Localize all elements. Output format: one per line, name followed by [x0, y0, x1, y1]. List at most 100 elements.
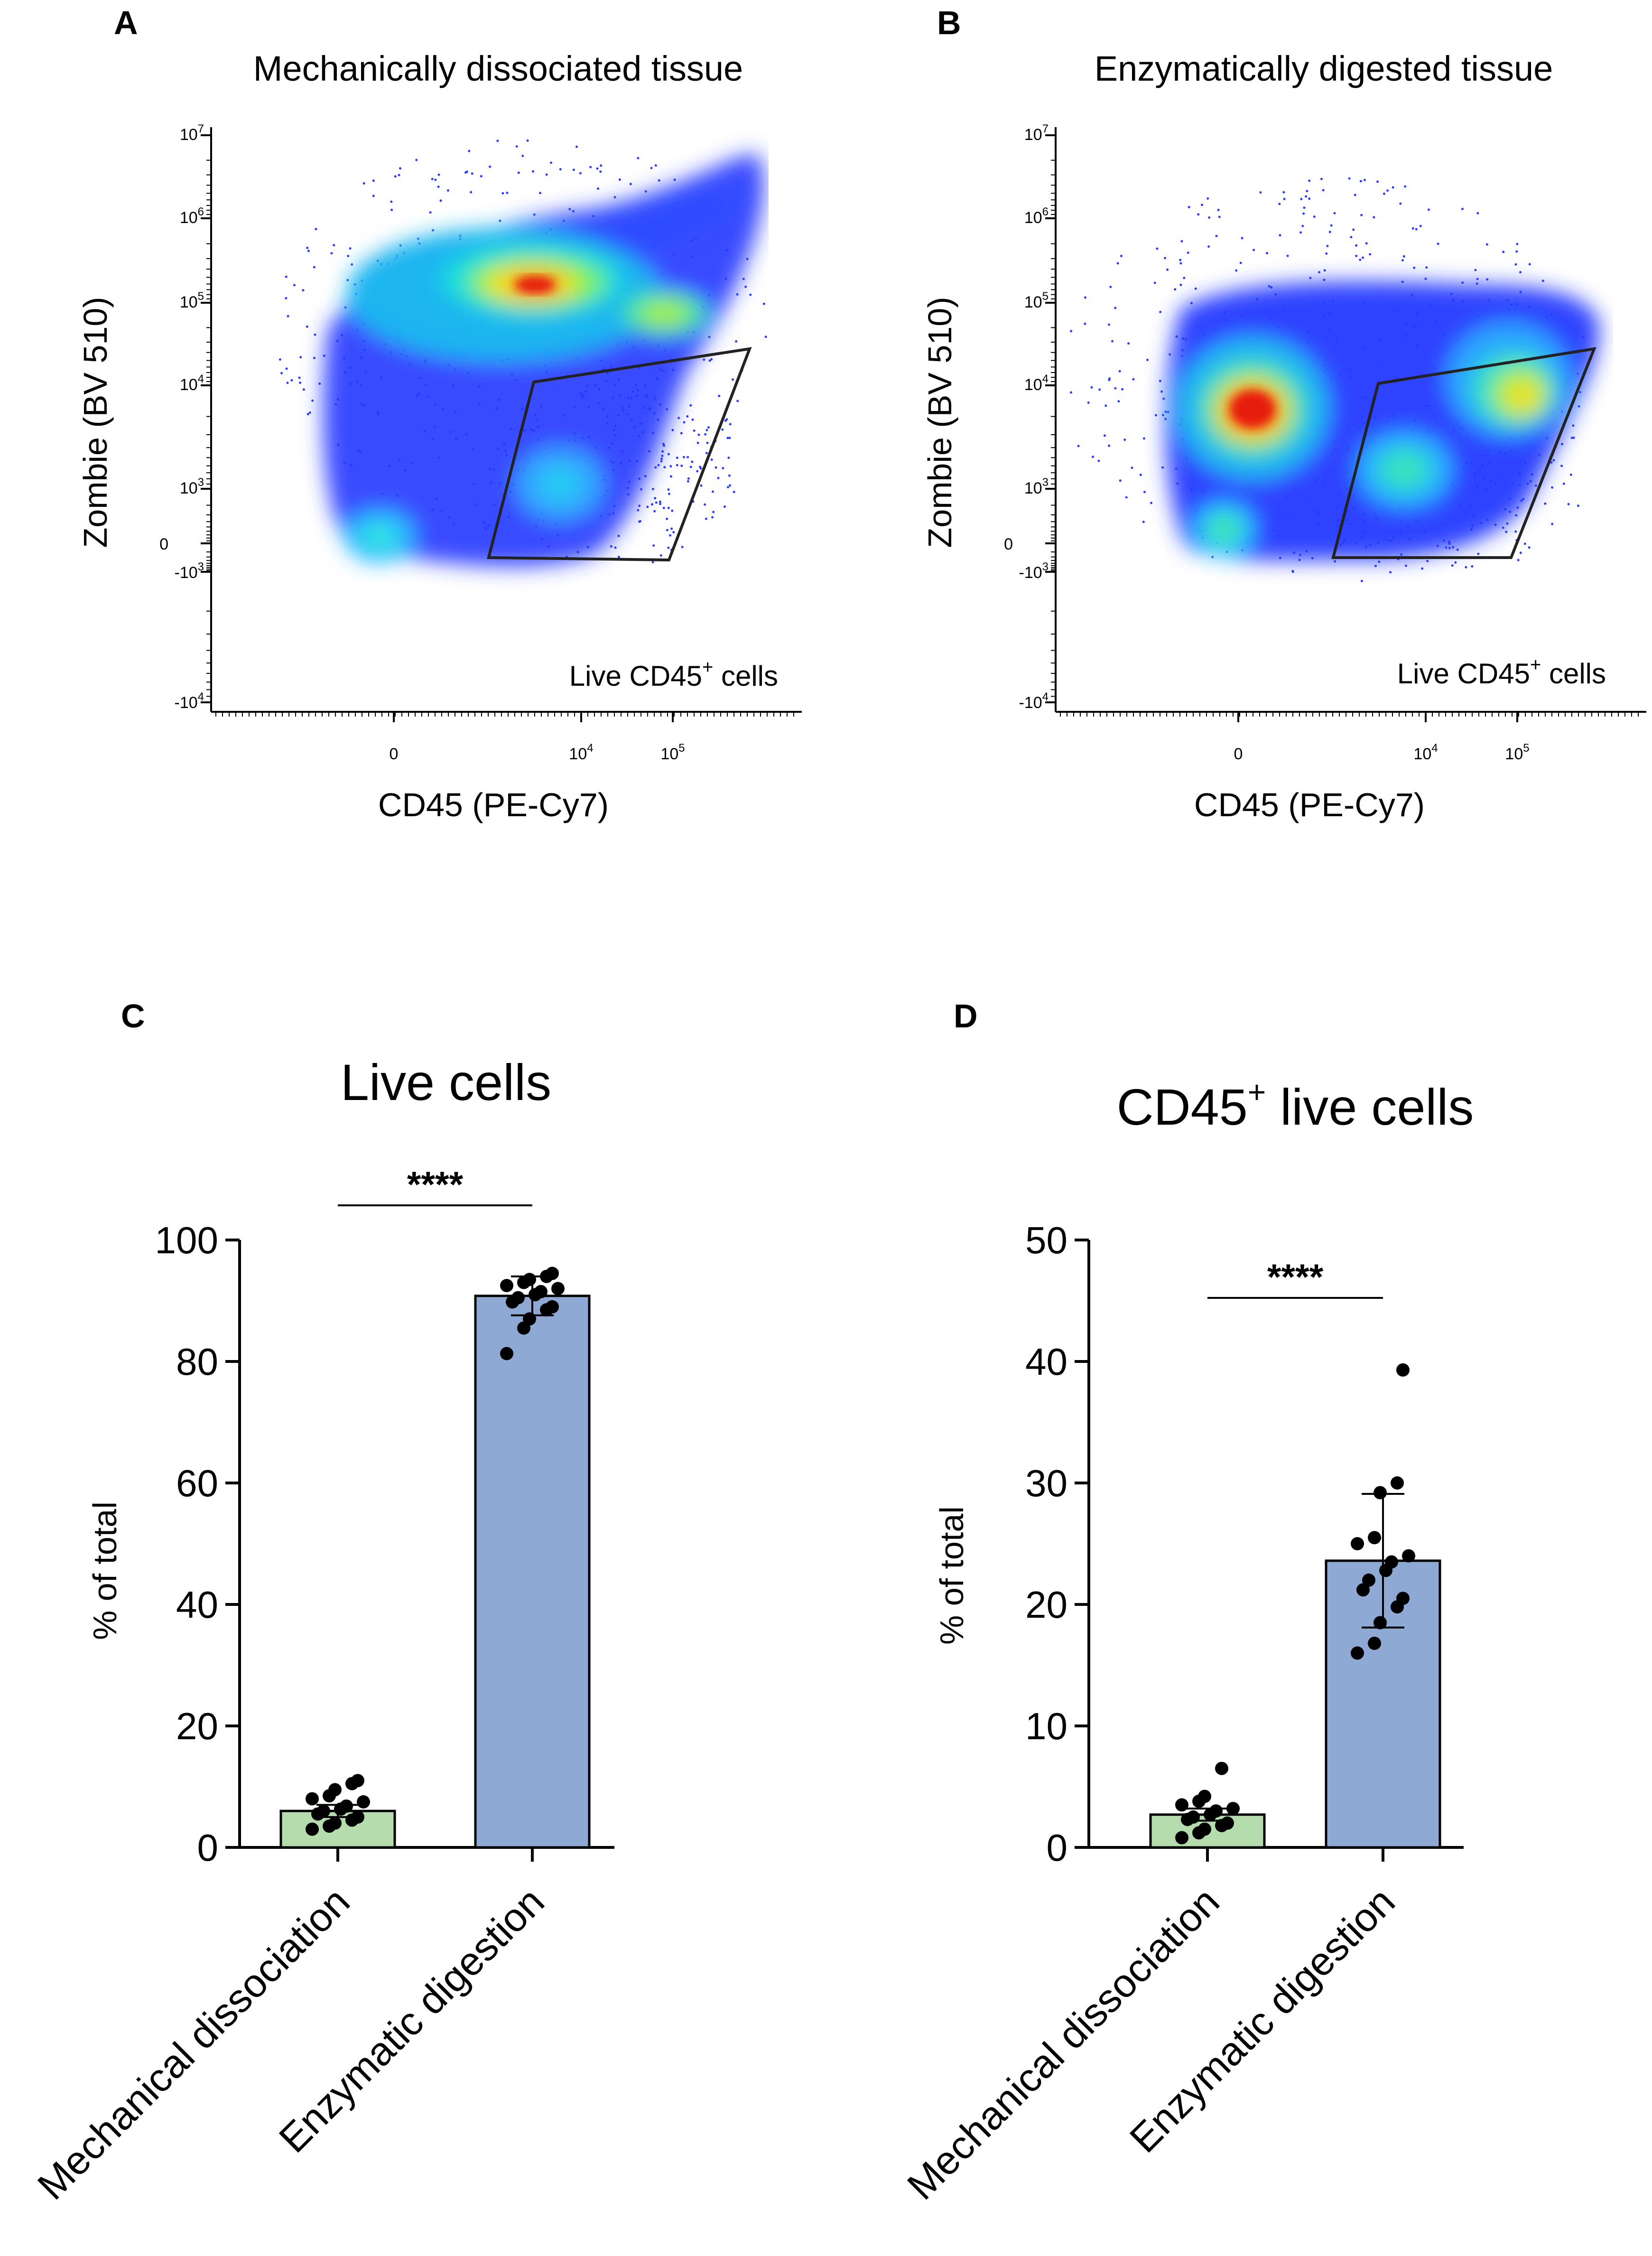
x-tick-labels-a: 0 104 105 [390, 742, 685, 763]
event-dot [394, 175, 397, 178]
event-dot [687, 477, 690, 480]
event-dot [1208, 216, 1211, 219]
event-dot [351, 263, 353, 266]
event-dot [638, 504, 641, 507]
event-dot [1253, 249, 1255, 252]
event-dot [532, 170, 534, 173]
event-dot [663, 444, 665, 447]
event-dot [1334, 560, 1336, 563]
data-point [1391, 1476, 1404, 1490]
event-dot [308, 411, 311, 414]
event-dot [617, 556, 620, 559]
event-dot [1328, 231, 1331, 233]
event-dot [330, 252, 333, 255]
event-dot [496, 140, 499, 142]
event-dot [1092, 456, 1094, 458]
event-dot [1523, 542, 1526, 545]
event-dot [362, 182, 365, 185]
event-dot [1166, 268, 1169, 271]
y-tick-label: 106 [1024, 205, 1049, 227]
event-dot [715, 466, 717, 469]
event-dot [1211, 556, 1214, 559]
event-dot [521, 155, 524, 157]
data-point [351, 1810, 364, 1824]
x-tick-label: 105 [1505, 742, 1529, 763]
event-dot [323, 354, 325, 357]
x-tick-label: 104 [1413, 742, 1438, 763]
event-dot [1404, 185, 1407, 188]
event-dot [302, 388, 305, 391]
event-dot [439, 199, 442, 202]
event-dot [285, 297, 288, 299]
x-tick-label: 104 [569, 742, 593, 763]
event-dot [1421, 567, 1424, 570]
event-dot [313, 356, 316, 359]
event-dot [1161, 414, 1164, 417]
data-point [523, 1312, 536, 1326]
event-dot [533, 213, 536, 216]
event-dot [1425, 266, 1428, 269]
data-point [1356, 1583, 1370, 1597]
event-dot [707, 426, 710, 429]
event-dot [432, 229, 435, 232]
event-dot [431, 177, 434, 180]
event-dot [1567, 503, 1570, 505]
event-dot [704, 503, 706, 506]
event-dot [1517, 559, 1520, 561]
event-dot [1308, 197, 1311, 200]
event-dot [1352, 228, 1355, 231]
event-dot [1187, 252, 1189, 254]
y-tick-label: 20 [1025, 1584, 1067, 1626]
data-point [546, 1267, 559, 1280]
event-dot [1077, 445, 1080, 447]
event-dot [1389, 571, 1392, 574]
event-dot [1119, 479, 1122, 482]
event-dot [1318, 271, 1320, 274]
y-tick-label: 104 [180, 373, 204, 394]
y-tick-label: 107 [180, 122, 204, 144]
event-dot [662, 506, 665, 509]
event-dot [1286, 254, 1289, 257]
event-dot [1552, 459, 1555, 462]
event-dot [705, 452, 708, 455]
event-dot [499, 219, 501, 222]
event-dot [599, 170, 602, 173]
category-label: Mechanical dissociation [899, 1879, 1228, 2208]
event-dot [654, 497, 657, 500]
event-dot [464, 171, 467, 174]
event-dot [666, 529, 668, 531]
event-dot [1139, 474, 1142, 476]
event-dot [1090, 386, 1093, 389]
event-dot [390, 200, 393, 203]
event-dot [1392, 186, 1394, 189]
event-dot [1305, 195, 1308, 198]
event-dot [1451, 564, 1454, 567]
event-dot [299, 356, 302, 359]
event-dot [744, 285, 747, 288]
event-dot [600, 164, 603, 167]
event-dot [658, 179, 660, 182]
event-dot [1355, 244, 1358, 247]
event-dot [1132, 378, 1135, 381]
event-dot [315, 228, 317, 231]
event-dot [1415, 228, 1418, 231]
event-dot [1348, 177, 1351, 180]
event-dot [686, 415, 689, 418]
event-dot [434, 178, 437, 181]
y-tick-label: 104 [1024, 373, 1049, 394]
event-dot [691, 460, 694, 463]
y-tick-label: 105 [180, 290, 204, 311]
event-dot [333, 244, 335, 247]
event-dot [673, 178, 676, 181]
event-dot [1160, 390, 1163, 393]
y-tick-label: 50 [1025, 1219, 1067, 1261]
panel-label-d: D [954, 997, 978, 1035]
event-dot [732, 378, 734, 381]
panel-label-a: A [114, 4, 138, 41]
event-dot [1159, 310, 1162, 313]
event-dot [568, 208, 571, 211]
event-dot [1197, 213, 1200, 216]
event-dot [728, 474, 731, 477]
event-dot [1070, 391, 1072, 394]
